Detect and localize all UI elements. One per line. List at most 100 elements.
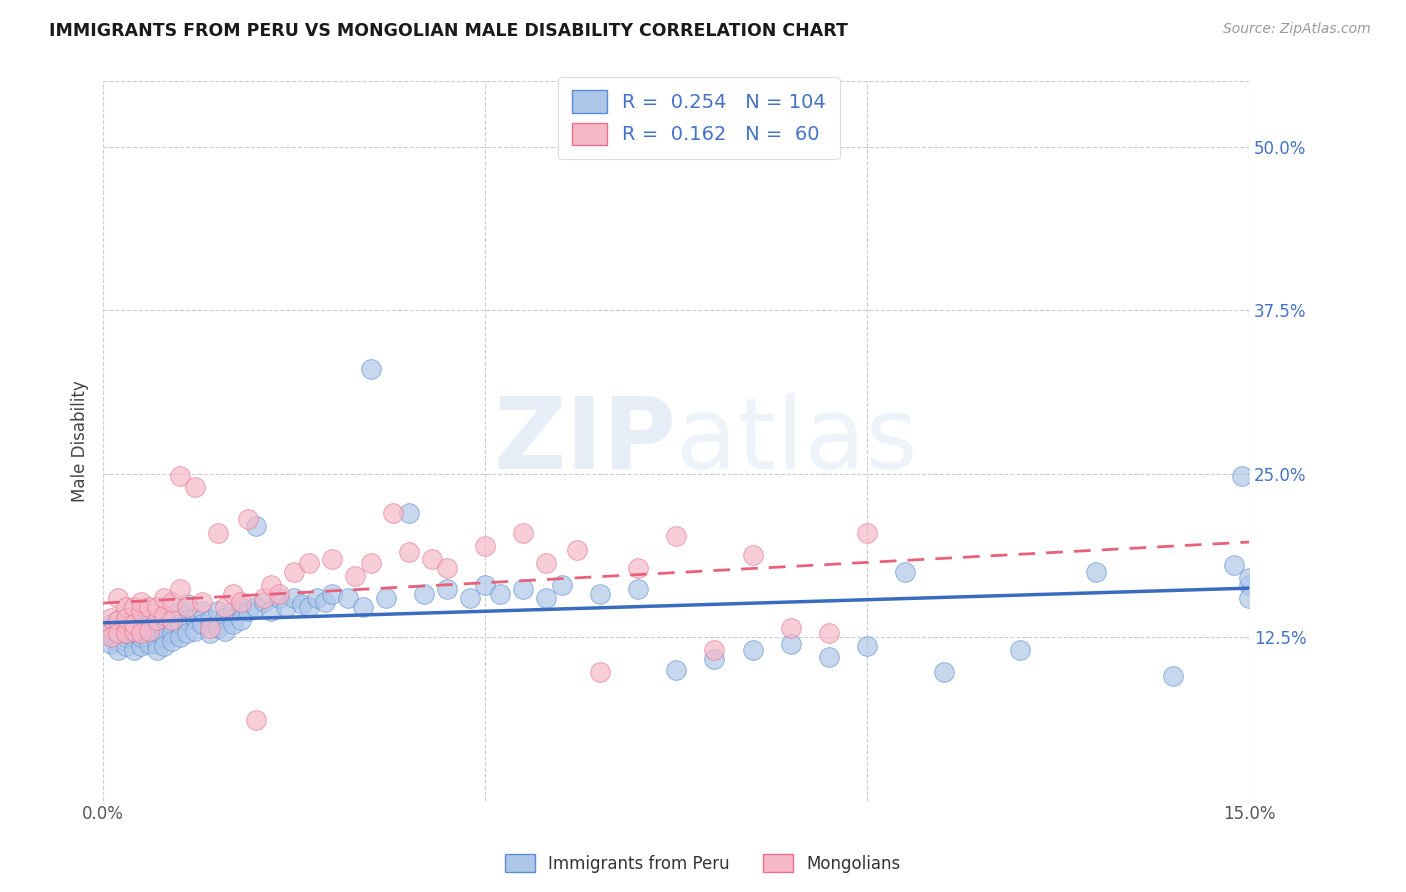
Point [856, 525, 879, 540]
Point [420, 551, 443, 566]
Point [100, 637, 122, 651]
Point [160, 595, 183, 609]
Point [131, 604, 153, 618]
Point [474, 539, 496, 553]
Point [107, 613, 129, 627]
Point [382, 506, 405, 520]
Point [291, 598, 314, 612]
Point [214, 624, 236, 638]
Point [160, 613, 183, 627]
Point [298, 600, 321, 615]
Legend: Immigrants from Peru, Mongolians: Immigrants from Peru, Mongolians [498, 847, 908, 880]
Point [115, 630, 138, 644]
Point [107, 591, 129, 605]
Point [779, 621, 801, 635]
Point [238, 604, 260, 618]
Point [550, 578, 572, 592]
Point [436, 582, 458, 596]
Point [115, 617, 138, 632]
Point [703, 652, 725, 666]
Point [169, 617, 191, 632]
Point [436, 561, 458, 575]
Point [1237, 571, 1260, 585]
Point [138, 637, 160, 651]
Point [131, 621, 153, 635]
Point [122, 613, 145, 627]
Point [138, 600, 160, 615]
Point [169, 604, 191, 618]
Point [627, 582, 650, 596]
Point [145, 613, 167, 627]
Point [245, 600, 267, 615]
Point [153, 591, 176, 605]
Point [107, 613, 129, 627]
Text: ZIP: ZIP [494, 392, 676, 490]
Point [107, 617, 129, 632]
Point [536, 591, 558, 605]
Point [1008, 643, 1031, 657]
Point [260, 578, 283, 592]
Point [131, 626, 153, 640]
Point [184, 480, 207, 494]
Point [214, 610, 236, 624]
Point [184, 610, 207, 624]
Point [153, 607, 176, 622]
Point [856, 640, 879, 654]
Point [214, 600, 236, 615]
Point [413, 587, 436, 601]
Point [352, 600, 374, 615]
Point [267, 591, 290, 605]
Point [145, 613, 167, 627]
Point [115, 626, 138, 640]
Point [176, 626, 198, 640]
Point [565, 542, 588, 557]
Text: IMMIGRANTS FROM PERU VS MONGOLIAN MALE DISABILITY CORRELATION CHART: IMMIGRANTS FROM PERU VS MONGOLIAN MALE D… [49, 22, 848, 40]
Point [131, 626, 153, 640]
Point [1223, 558, 1246, 573]
Point [191, 617, 214, 632]
Point [207, 621, 229, 635]
Point [145, 637, 167, 651]
Point [818, 626, 841, 640]
Point [198, 621, 221, 635]
Point [176, 598, 198, 612]
Point [131, 640, 153, 654]
Point [131, 595, 153, 609]
Point [894, 565, 917, 579]
Point [100, 617, 122, 632]
Point [115, 626, 138, 640]
Point [100, 626, 122, 640]
Point [1230, 469, 1253, 483]
Point [536, 556, 558, 570]
Point [100, 630, 122, 644]
Point [344, 568, 367, 582]
Point [145, 643, 167, 657]
Point [100, 621, 122, 635]
Point [818, 649, 841, 664]
Point [1085, 565, 1108, 579]
Point [122, 626, 145, 640]
Y-axis label: Male Disability: Male Disability [72, 380, 89, 502]
Point [100, 630, 122, 644]
Point [107, 626, 129, 640]
Point [191, 595, 214, 609]
Point [145, 626, 167, 640]
Point [314, 595, 336, 609]
Point [122, 624, 145, 638]
Point [238, 512, 260, 526]
Point [138, 617, 160, 632]
Point [115, 600, 138, 615]
Point [489, 587, 512, 601]
Point [145, 600, 167, 615]
Point [138, 624, 160, 638]
Point [589, 587, 612, 601]
Point [131, 610, 153, 624]
Point [458, 591, 481, 605]
Point [307, 591, 329, 605]
Point [779, 637, 801, 651]
Point [153, 610, 176, 624]
Point [169, 469, 191, 483]
Point [184, 624, 207, 638]
Point [222, 617, 245, 632]
Point [589, 665, 612, 680]
